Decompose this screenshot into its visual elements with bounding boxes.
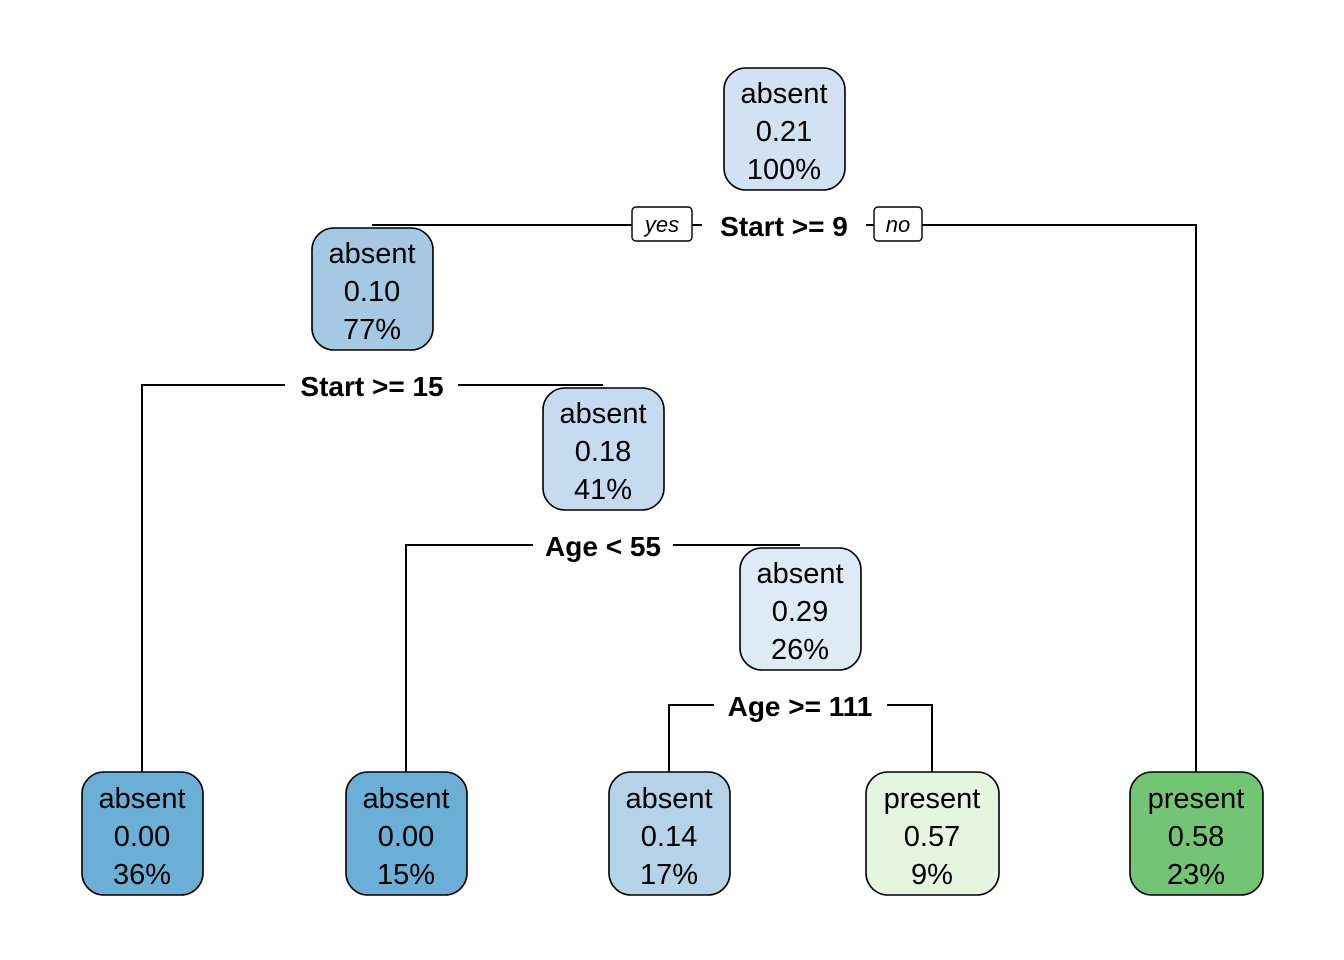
edge-n11-left	[668, 704, 714, 772]
no-label-box	[873, 206, 923, 242]
split-label-root: Start >= 9	[720, 211, 848, 242]
tree-leaf-1: absent 0.00 36%	[81, 771, 204, 896]
tree-nodes: absent 0.21 100% absent 0.10 77% absent …	[81, 67, 1264, 896]
node-prob: 0.10	[344, 276, 400, 308]
node-class: absent	[98, 783, 185, 815]
node-box	[739, 547, 862, 671]
node-pct: 36%	[113, 859, 171, 891]
tree-leaf-5: present 0.58 23%	[1129, 771, 1264, 896]
node-box	[1129, 771, 1264, 896]
edge-n11-right	[887, 704, 933, 772]
tree-node-n5: absent 0.18 41%	[542, 387, 665, 511]
node-box	[311, 227, 434, 351]
node-pct: 41%	[574, 474, 632, 506]
split-label-n11: Age >= 111	[728, 691, 873, 722]
split-label-bg	[702, 206, 866, 244]
node-pct: 77%	[343, 314, 401, 346]
node-class: absent	[740, 78, 827, 110]
edge-n2-left	[141, 384, 285, 772]
node-class: absent	[559, 398, 646, 430]
node-prob: 0.18	[575, 436, 631, 468]
node-prob: 0.58	[1168, 821, 1224, 853]
node-box	[608, 771, 731, 896]
split-label-bg	[714, 686, 887, 724]
split-label-bg	[285, 366, 458, 404]
node-class: absent	[625, 783, 712, 815]
node-box	[542, 387, 665, 511]
split-label-n2: Start >= 15	[300, 371, 443, 402]
node-prob: 0.21	[756, 116, 812, 148]
tree-leaf-3: absent 0.14 17%	[608, 771, 731, 896]
split-label-n5: Age < 55	[545, 531, 661, 562]
tree-node-n11: absent 0.29 26%	[739, 547, 862, 671]
node-pct: 9%	[911, 859, 953, 891]
node-pct: 15%	[377, 859, 435, 891]
node-class: present	[1148, 783, 1245, 815]
node-class: absent	[328, 238, 415, 270]
node-pct: 100%	[747, 154, 821, 186]
node-prob: 0.14	[641, 821, 697, 853]
node-box	[81, 771, 204, 896]
tree-leaf-2: absent 0.00 15%	[345, 771, 468, 896]
tree-leaf-4: present 0.57 9%	[865, 771, 1000, 896]
node-prob: 0.57	[904, 821, 960, 853]
node-pct: 23%	[1167, 859, 1225, 891]
node-box	[345, 771, 468, 896]
edge-n5-left	[405, 544, 533, 772]
edge-root-right	[918, 224, 1197, 772]
node-prob: 0.00	[114, 821, 170, 853]
node-pct: 26%	[771, 634, 829, 666]
split-label-bg	[533, 526, 673, 564]
tree-node-root: absent 0.21 100%	[723, 67, 846, 191]
node-prob: 0.00	[378, 821, 434, 853]
node-pct: 17%	[640, 859, 698, 891]
node-class: absent	[756, 558, 843, 590]
node-box	[865, 771, 1000, 896]
yes-label-box	[631, 206, 693, 242]
no-label: no	[886, 212, 910, 237]
tree-edges	[141, 224, 1197, 772]
branch-labels: yes no	[631, 206, 923, 242]
tree-node-n2: absent 0.10 77%	[311, 227, 434, 351]
node-box	[723, 67, 846, 191]
split-labels: Start >= 9 Start >= 15 Age < 55 Age >= 1…	[285, 206, 887, 724]
yes-label: yes	[643, 212, 679, 237]
node-class: absent	[362, 783, 449, 815]
node-prob: 0.29	[772, 596, 828, 628]
node-class: present	[884, 783, 981, 815]
